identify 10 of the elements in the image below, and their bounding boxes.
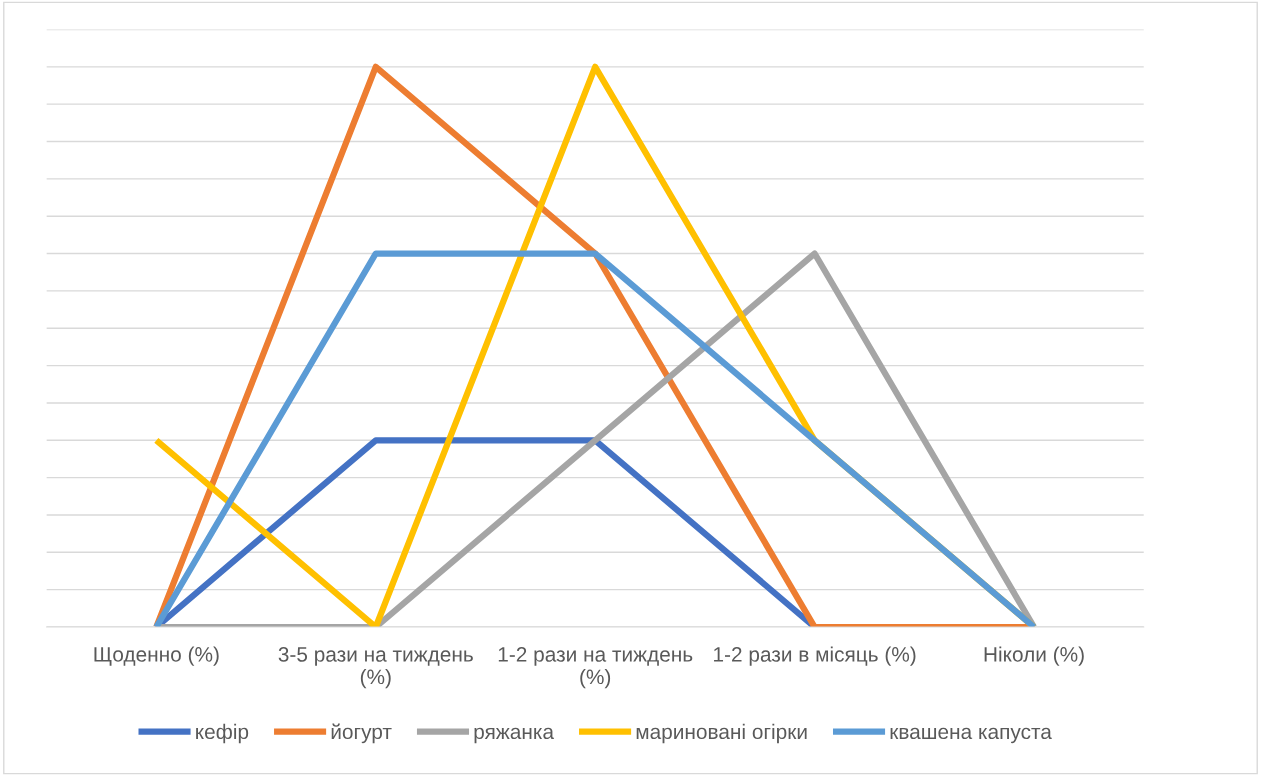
legend-label: квашена капуста bbox=[890, 727, 1052, 744]
legend-label: кефір bbox=[196, 723, 249, 744]
legend-label: мариновані огірки bbox=[636, 723, 807, 744]
x-tick-label: 1-2 рази в місяць (%) bbox=[714, 646, 916, 666]
x-tick-label: 3-5 рази на тиждень (%) bbox=[278, 647, 473, 689]
x-tick-label: Щоденно (%) bbox=[94, 646, 219, 666]
x-tick-label: Ніколи (%) bbox=[984, 646, 1084, 666]
legend-label: ряжанка bbox=[474, 727, 555, 744]
x-tick-label: 1-2 рази на тиждень (%) bbox=[498, 647, 693, 689]
legend-label: йогурт bbox=[331, 723, 392, 744]
